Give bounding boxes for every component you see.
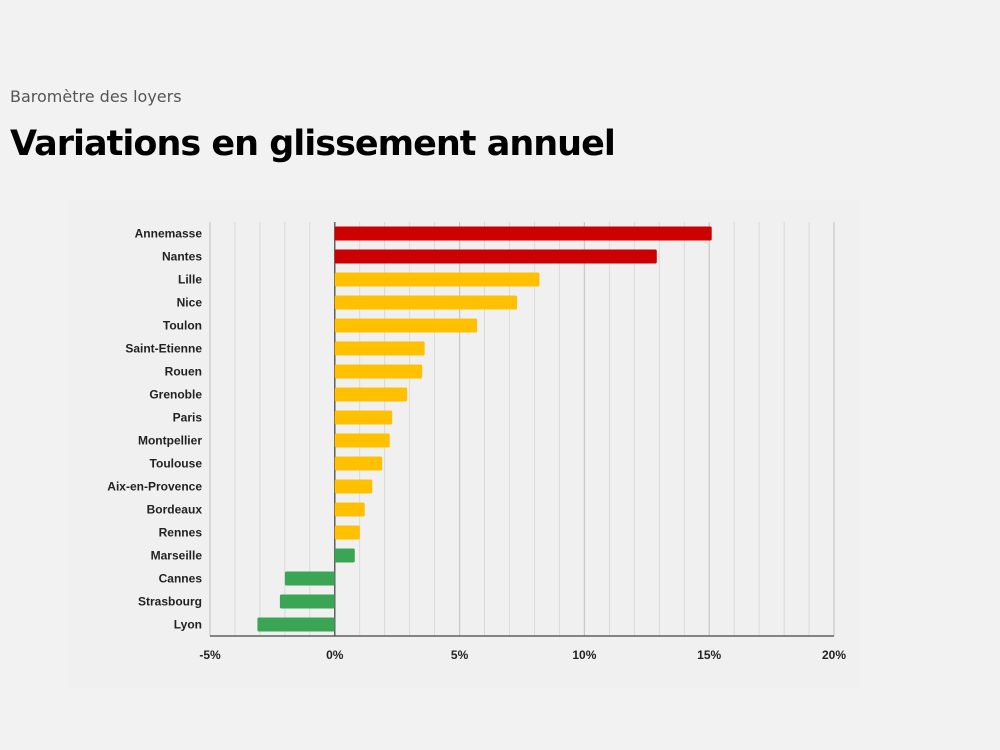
bar-lyon — [257, 617, 335, 632]
bar-toulon — [334, 318, 478, 333]
x-axis-ticks: -5% 0% 5% 10% 15% 20% — [199, 648, 846, 662]
grid-lines — [209, 222, 835, 637]
bar-strasbourg — [279, 594, 335, 609]
category-label: Cannes — [159, 572, 203, 586]
chart-subtitle: Baromètre des loyers — [10, 87, 182, 106]
category-label: Toulon — [163, 319, 202, 333]
category-label: Strasbourg — [138, 595, 202, 609]
bar-toulouse — [334, 456, 383, 471]
category-label: Saint-Etienne — [125, 342, 202, 356]
bar-grenoble — [334, 387, 408, 402]
bar-nantes — [334, 249, 657, 264]
x-tick-label: -5% — [199, 648, 221, 662]
bar-annemasse — [334, 226, 712, 241]
bars — [257, 226, 712, 632]
bar-saint-etienne — [334, 341, 425, 356]
x-tick-label: 15% — [697, 648, 721, 662]
bar-chart: Annemasse Nantes Lille Nice Toulon Saint-Etie… — [107, 222, 846, 662]
category-label: Lyon — [174, 618, 202, 632]
x-tick-label: 10% — [572, 648, 596, 662]
bar-lille — [334, 272, 540, 287]
bar-montpellier — [334, 433, 390, 448]
category-label: Grenoble — [149, 388, 202, 402]
bar-paris — [334, 410, 393, 425]
category-label: Rouen — [165, 365, 202, 379]
category-labels: Annemasse Nantes Lille Nice Toulon Saint-Etie… — [107, 227, 202, 632]
bar-aix-en-provence — [334, 479, 373, 494]
x-tick-label: 20% — [822, 648, 846, 662]
bar-bordeaux — [334, 502, 365, 517]
category-label: Annemasse — [135, 227, 203, 241]
bar-rennes — [334, 525, 360, 540]
category-label: Nice — [177, 296, 203, 310]
bar-rouen — [334, 364, 423, 379]
category-label: Nantes — [162, 250, 202, 264]
chart-panel: Annemasse Nantes Lille Nice Toulon Saint-Etie… — [68, 200, 860, 688]
category-label: Toulouse — [150, 457, 203, 471]
bar-nice — [334, 295, 518, 310]
bar-cannes — [284, 571, 335, 586]
x-tick-label: 5% — [451, 648, 469, 662]
bar-marseille — [334, 548, 355, 563]
category-label: Bordeaux — [147, 503, 203, 517]
x-tick-label: 0% — [326, 648, 344, 662]
chart-title: Variations en glissement annuel — [10, 124, 616, 164]
category-label: Montpellier — [138, 434, 202, 448]
category-label: Paris — [173, 411, 203, 425]
category-label: Lille — [178, 273, 202, 287]
category-label: Marseille — [151, 549, 203, 563]
category-label: Rennes — [159, 526, 203, 540]
category-label: Aix-en-Provence — [107, 480, 202, 494]
